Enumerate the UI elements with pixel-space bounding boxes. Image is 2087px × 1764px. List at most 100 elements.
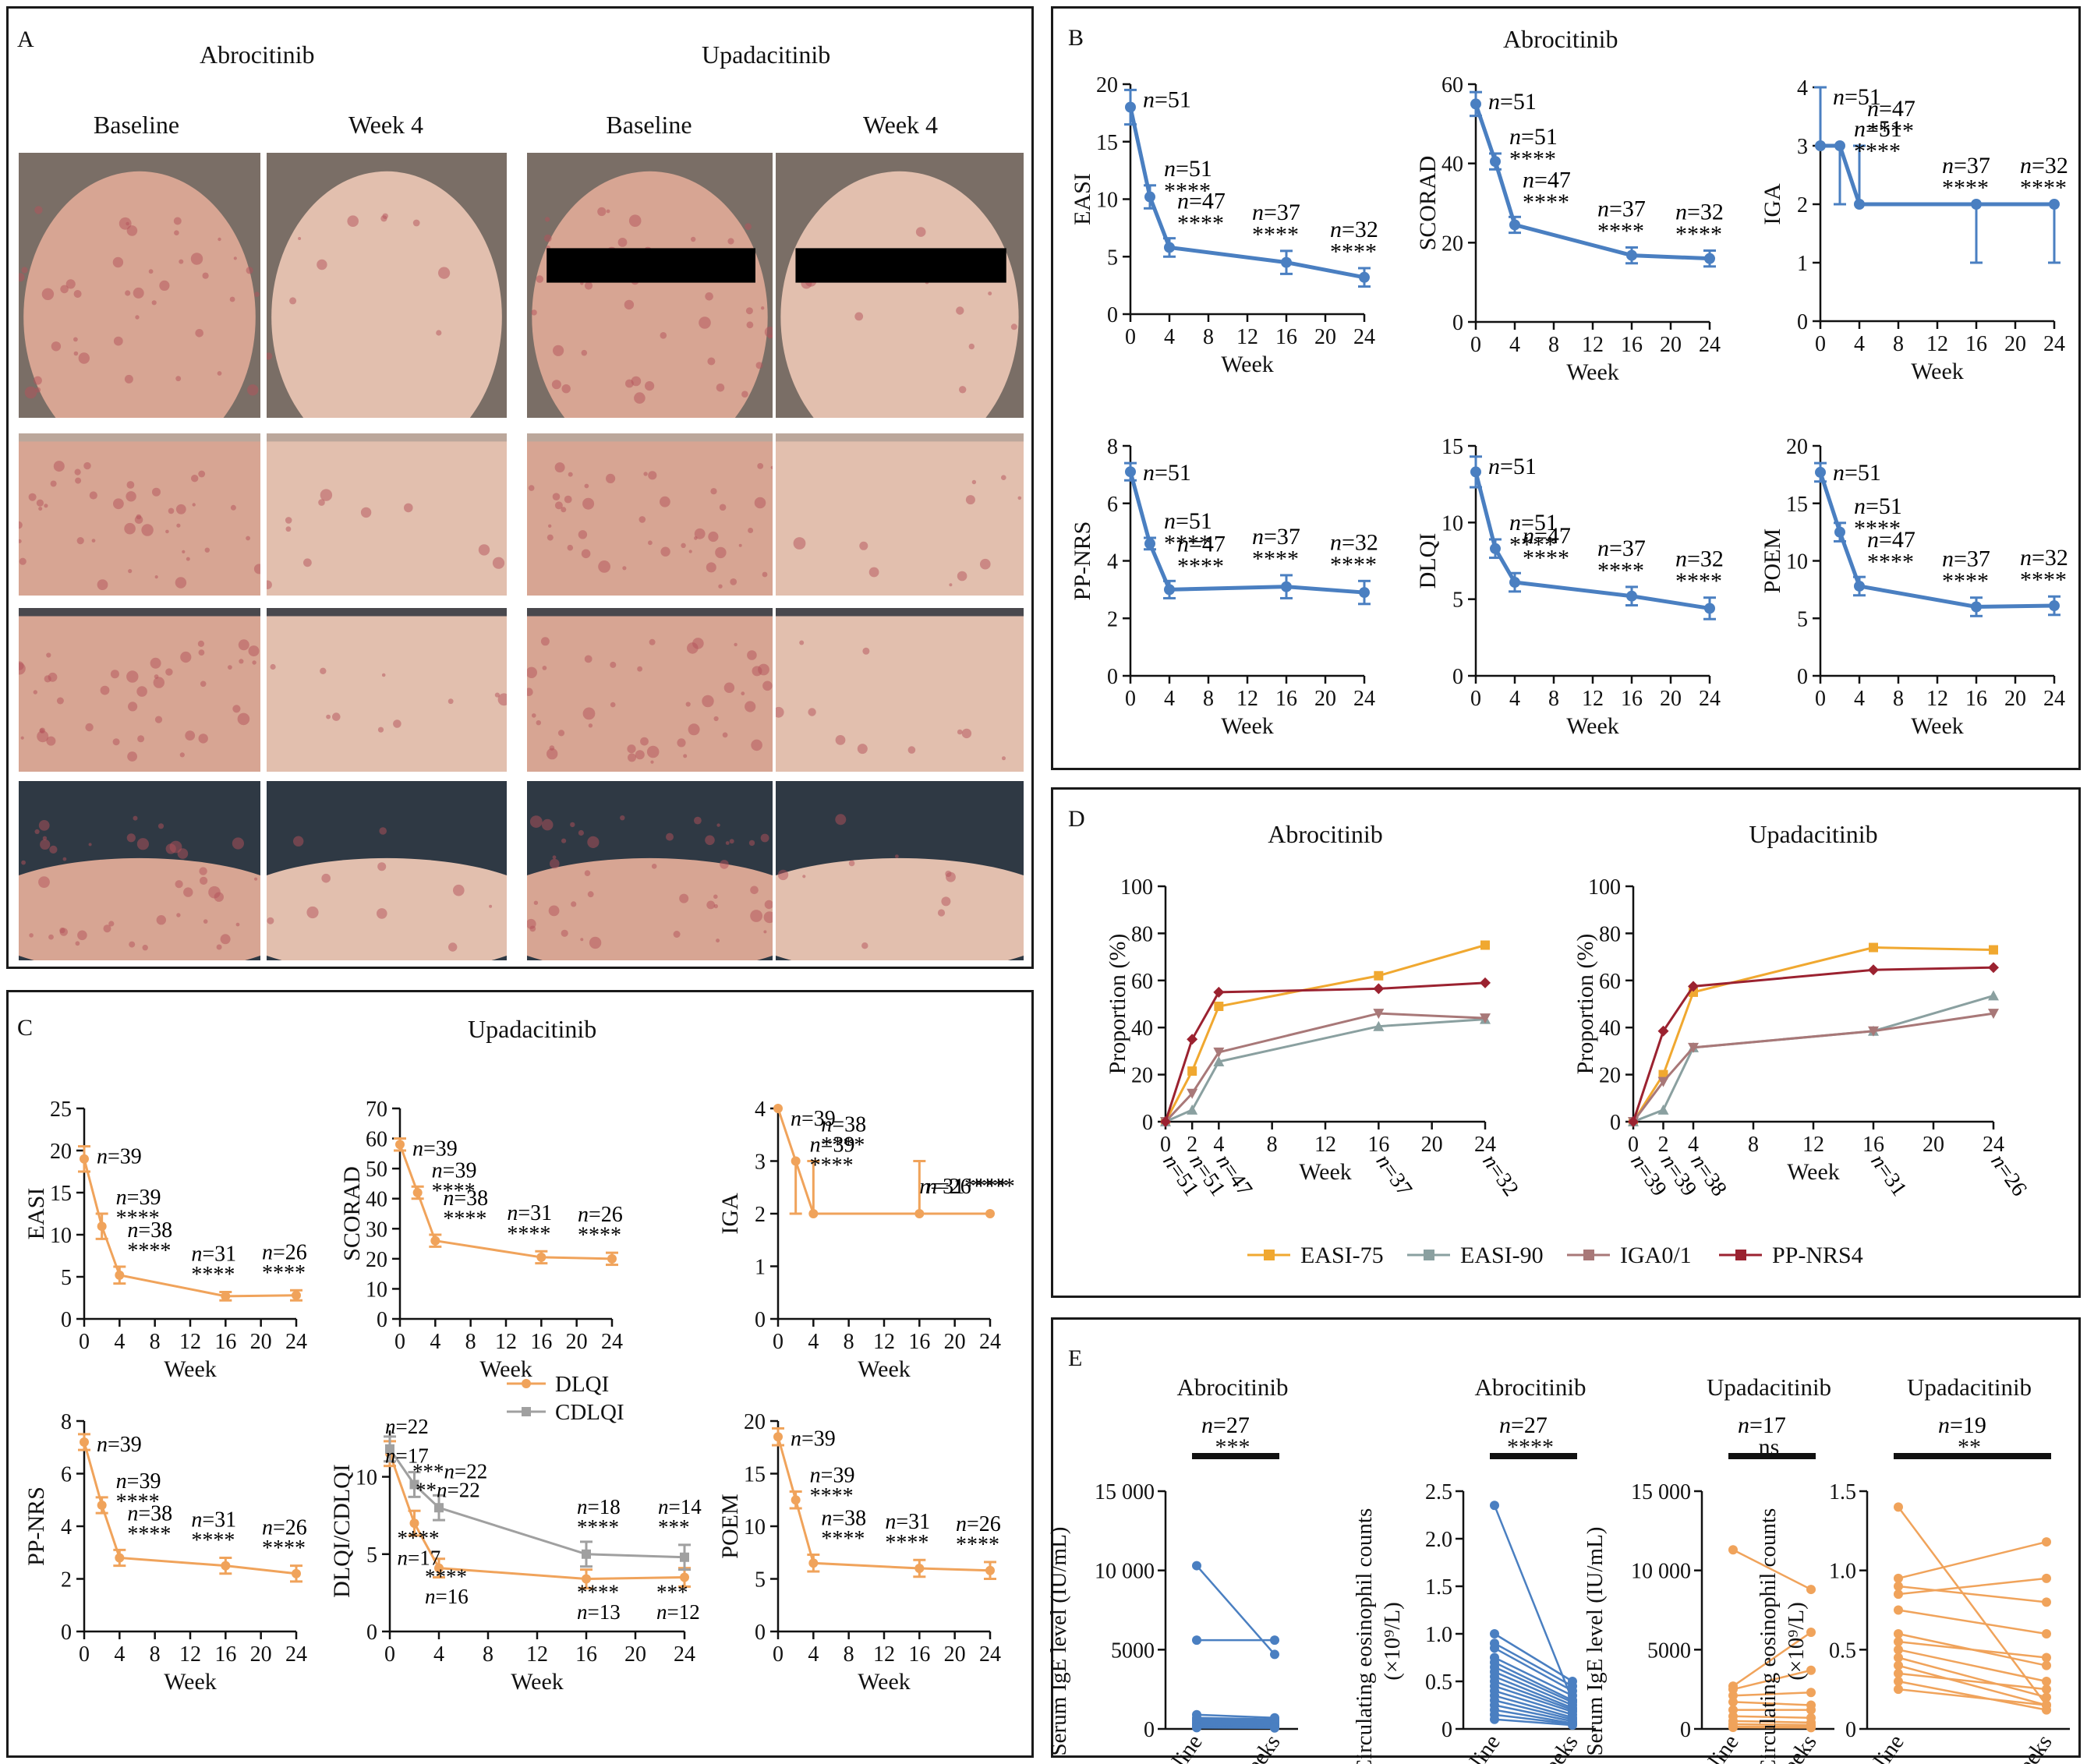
data-point (1490, 1643, 1499, 1653)
x-tick-label: 0 (384, 1642, 395, 1667)
annotation-n: n=18 **** (577, 1495, 621, 1539)
panel-b-label: B (1068, 25, 1084, 51)
data-point (680, 1552, 689, 1562)
pair-line (1196, 1713, 1275, 1720)
data-point (582, 1574, 591, 1584)
x-tick-label: 8 (1203, 687, 1214, 711)
data-point (409, 1518, 419, 1529)
data-point (1868, 964, 1879, 976)
x-tick-label: 8 (1748, 1133, 1759, 1157)
y-tick-label: 15 000 (1095, 1480, 1155, 1504)
pair-line (1898, 1585, 2047, 1603)
chart-title: Upadacitinib (1707, 1373, 1831, 1401)
panel-b-frame (1051, 6, 2081, 770)
y-tick-label: 0 (755, 1308, 766, 1332)
data-point (1187, 1066, 1197, 1076)
x-tick-label: 12 (1582, 333, 1604, 357)
y-tick-label: 2 (61, 1568, 72, 1593)
x-tick-label: 16 (1621, 333, 1643, 357)
y-tick-label: 2.5 (1425, 1480, 1452, 1504)
y-tick-label: 1.5 (1425, 1575, 1452, 1600)
annotation-n: n=27 (1499, 1412, 1548, 1438)
y-axis-label: EASI (23, 1188, 49, 1240)
chart-b-scorad: 0 20 40 60 0 4 8 12 16 20 24 Week SCORAD n=51 n=51 ****… (1415, 73, 1724, 385)
x-tick-label: 24 (2043, 332, 2065, 356)
data-point (1704, 603, 1715, 614)
x-tick-label: 20 (566, 1330, 588, 1354)
y-tick-label: 4 (755, 1098, 766, 1122)
data-point (292, 1568, 301, 1578)
chart-title: Abrocitinib (1177, 1373, 1289, 1401)
x-tick-label: 12 (179, 1330, 201, 1354)
y-tick-label: 0 (1441, 1718, 1452, 1742)
y-tick-label: 20 (1131, 1064, 1153, 1088)
x-tick-label: 4 (1213, 1133, 1224, 1157)
x-tick-label: 0 (1160, 1133, 1171, 1157)
annotation-n: n=26**** (578, 1203, 623, 1248)
data-point (773, 1432, 783, 1442)
data-point (1480, 1013, 1491, 1024)
annotation-n: **** n=17 (398, 1526, 441, 1570)
data-point (1894, 1677, 1903, 1686)
annotation-n: n=51 (1143, 460, 1191, 486)
annotation-n: n=31**** (191, 1242, 236, 1287)
y-tick-label: 2 (1797, 193, 1808, 217)
data-point (97, 1501, 107, 1510)
data-point (1728, 1697, 1738, 1707)
annotation-n: ***n=22 (412, 1460, 487, 1483)
data-point (1894, 1589, 1903, 1600)
x-tick-label: 4 (808, 1330, 819, 1354)
y-tick-label: 80 (1599, 922, 1621, 946)
x-tick-label: 20 (2004, 332, 2026, 356)
annotation-n: *** n=12 (656, 1580, 700, 1624)
data-point (409, 1479, 419, 1490)
legend-label: EASI-90 (1460, 1243, 1544, 1268)
x-axis-label: Week (1911, 713, 1964, 739)
significance-label: *** (1215, 1434, 1250, 1460)
y-tick-label: 15 (1786, 493, 1808, 517)
annotation-n: n=26**** (262, 1516, 307, 1561)
data-point (1894, 1502, 1903, 1512)
pair-line (1196, 1718, 1275, 1723)
data-point (1971, 199, 1982, 210)
y-axis-label: Proportion (%) (1572, 934, 1598, 1075)
x-tick-label: 12 (1236, 325, 1258, 349)
data-point (2049, 199, 2060, 210)
pair-line (1494, 1690, 1573, 1716)
x-tick-label: 0 (1470, 687, 1481, 711)
x-tick-label: 16 (908, 1642, 930, 1667)
data-point (985, 1209, 995, 1218)
x-tick-label: 16 (1965, 332, 1987, 356)
column-label-abro-week4: Week 4 (348, 111, 424, 139)
annotation-n: n=47 **** (1177, 189, 1226, 237)
y-tick-label: 4 (61, 1515, 72, 1540)
x-tick-label: 24 (1353, 687, 1375, 711)
x-axis-label: Week (1566, 713, 1619, 739)
data-point (1490, 1714, 1499, 1724)
x-tick-label: 8 (483, 1642, 493, 1667)
y-tick-label: 80 (1131, 922, 1153, 946)
y-tick-label: 20 (50, 1140, 72, 1164)
annotation-n: n=17 (1738, 1412, 1786, 1438)
data-point (1187, 1034, 1198, 1045)
y-axis-label: POEM (1760, 528, 1785, 593)
x-tick-label: 20 (944, 1642, 966, 1667)
pair-line (1898, 1656, 2047, 1699)
data-point (791, 1156, 801, 1166)
chart-title: Upadacitinib (1907, 1373, 2032, 1401)
x-axis-label: Week (1221, 352, 1274, 377)
data-point (1728, 1545, 1738, 1555)
series-line-easi-75 (1164, 944, 1486, 1122)
y-tick-label: 10 000 (1631, 1560, 1691, 1584)
annotation-n: n=37 **** (1252, 200, 1300, 248)
y-tick-label: 0 (1144, 1718, 1155, 1742)
x-tick-label: 12 (526, 1642, 548, 1667)
data-point (1490, 1629, 1499, 1639)
y-tick-label: 60 (1131, 970, 1153, 994)
y-axis-label: DLQI/CDLQI (329, 1464, 355, 1598)
y-tick-label: 20 (1786, 435, 1808, 459)
annotation-n: n=39 **** (116, 1469, 161, 1515)
data-point (1868, 1026, 1879, 1037)
x-tick-label: 16 (575, 1642, 597, 1667)
data-point (2042, 1573, 2051, 1583)
